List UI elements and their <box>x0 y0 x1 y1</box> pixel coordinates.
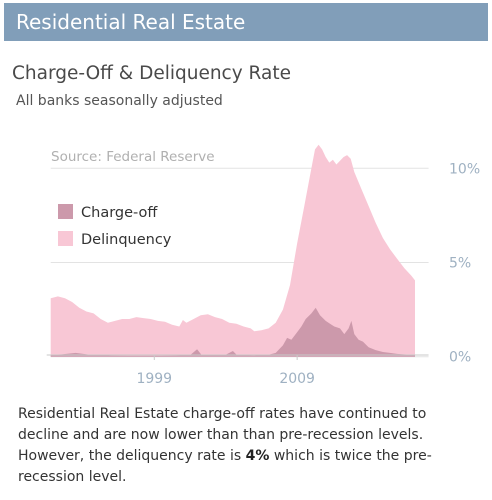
section-banner: Residential Real Estate <box>4 3 488 41</box>
source-label: Source: Federal Reserve <box>51 149 215 165</box>
legend-swatch-delinquency <box>58 231 73 246</box>
y-tick-label: 0% <box>449 350 471 366</box>
legend-label-charge-off: Charge-off <box>81 205 158 221</box>
legend-label-delinquency: Delinquency <box>81 232 172 248</box>
area-chart: Source: Federal Reserve Charge-off Delin… <box>46 144 480 387</box>
charge-off-area <box>50 307 415 357</box>
y-tick-label: 10% <box>449 161 480 177</box>
legend-swatch-charge-off <box>58 204 73 219</box>
x-tick-label: 2009 <box>279 371 315 387</box>
banner-title: Residential Real Estate <box>16 10 246 34</box>
caption-text-end: which is twice the pre-recession level. <box>18 448 432 485</box>
chart-caption: Residential Real Estate charge-off rates… <box>18 404 480 488</box>
y-tick-label: 5% <box>449 255 471 271</box>
chart-title: Charge-Off & Deliquency Rate <box>12 63 291 84</box>
x-tick-label: 1999 <box>136 371 172 387</box>
chart-legend: Charge-off Delinquency <box>58 204 172 248</box>
delinquency-area <box>50 144 415 357</box>
chart-subtitle: All banks seasonally adjusted <box>16 93 223 109</box>
caption-text: Residential Real Estate charge-off rates… <box>18 406 427 464</box>
caption-highlight: 4% <box>245 448 270 464</box>
